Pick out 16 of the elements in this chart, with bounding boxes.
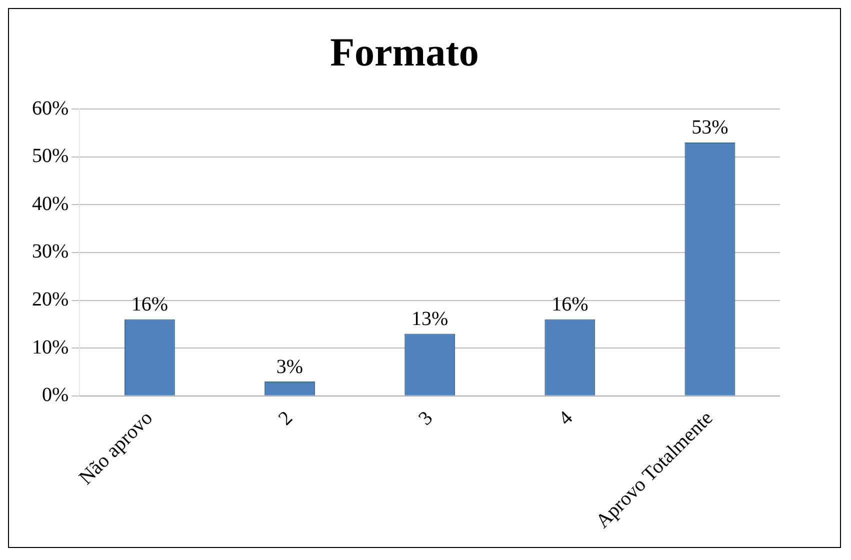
data-label: 53%: [692, 116, 728, 139]
y-tick-label: 50%: [32, 145, 69, 168]
x-tick-label: 2: [274, 407, 298, 430]
x-tick-label: 3: [414, 407, 438, 430]
chart-title: Formato: [330, 29, 479, 74]
y-tick-label: 30%: [32, 240, 69, 263]
data-label: 16%: [131, 294, 168, 316]
y-tick-label: 60%: [32, 97, 69, 120]
data-label: 3%: [276, 356, 304, 378]
data-label: 16%: [552, 294, 588, 316]
x-tick-label: 4: [554, 407, 578, 430]
y-tick-label: 40%: [32, 192, 69, 215]
data-label: 13%: [411, 308, 448, 330]
y-tick-label: 20%: [32, 288, 69, 310]
y-tick-label: 10%: [32, 336, 69, 358]
y-tick-label: 0%: [42, 384, 69, 406]
